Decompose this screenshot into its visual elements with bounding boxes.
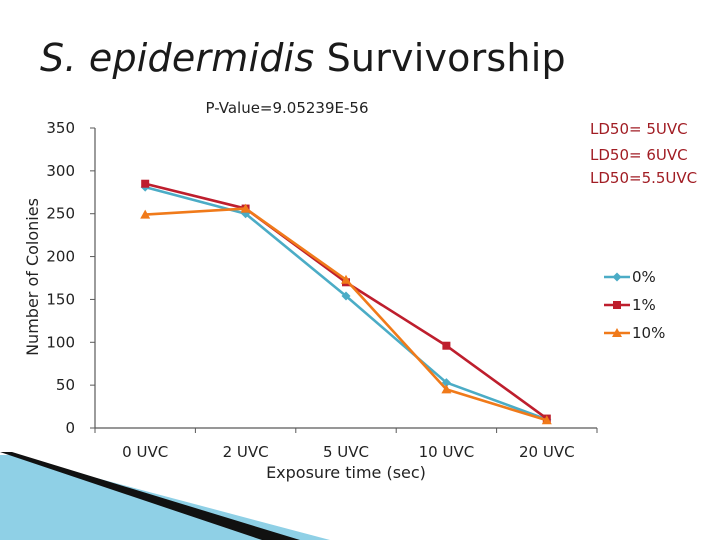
x-tick-label: 5 UVC [323, 443, 369, 461]
legend: 0% 1% 10% [604, 268, 665, 342]
data-point [441, 378, 451, 388]
ld50-annotations: LD50= 5UVC LD50= 6UVC LD50=5.5UVC [590, 120, 697, 187]
x-tick-label: 20 UVC [519, 443, 575, 461]
y-tick-label: 300 [46, 162, 75, 180]
legend-marker [612, 328, 622, 337]
series-10pct [140, 203, 552, 425]
data-point [341, 274, 351, 284]
axes [94, 128, 597, 429]
series-0pct [140, 182, 552, 424]
ld50-label: LD50= 5UVC [590, 120, 688, 138]
series-line [145, 207, 548, 422]
data-point [541, 415, 552, 425]
y-tick-label: 0 [65, 419, 75, 437]
x-ticks: 0 UVC 2 UVC 5 UVC 10 UVC 20 UVC [94, 428, 598, 461]
series-line [144, 182, 548, 420]
y-ticks: 0 50 100 150 200 250 300 350 [46, 119, 95, 437]
series-1pct [141, 179, 551, 423]
slide-title: S. epidermidis Survivorship [40, 36, 566, 80]
series-line [144, 185, 548, 421]
data-point [441, 384, 452, 394]
legend-label: 0% [632, 268, 656, 286]
y-axis-label: Number of Colonies [23, 198, 42, 356]
data-point [341, 291, 351, 301]
y-tick-label: 150 [46, 290, 75, 308]
corner-decoration-dark [0, 452, 300, 540]
legend-marker [613, 301, 621, 309]
ld50-label: LD50= 6UVC [590, 146, 688, 164]
ld50-label: LD50=5.5UVC [590, 169, 697, 187]
y-tick-label: 350 [46, 119, 75, 137]
x-tick-label: 2 UVC [223, 443, 269, 461]
title-species: S. epidermidis [40, 36, 315, 80]
legend-label: 10% [632, 324, 665, 342]
y-tick-label: 250 [46, 205, 75, 223]
data-point [240, 203, 251, 213]
x-tick-label: 10 UVC [419, 443, 475, 461]
x-axis-label: Exposure time (sec) [266, 463, 426, 482]
data-point [442, 341, 451, 350]
legend-label: 1% [632, 296, 656, 314]
chart-title: P-Value=9.05239E-56 [205, 99, 368, 117]
x-tick-label: 0 UVC [122, 443, 168, 461]
legend-marker [612, 272, 622, 282]
y-tick-label: 50 [56, 376, 75, 394]
data-point [140, 209, 151, 219]
y-tick-label: 100 [46, 333, 75, 351]
series-group [140, 179, 552, 425]
y-tick-label: 200 [46, 248, 75, 266]
data-point [141, 179, 150, 188]
title-rest: Survivorship [314, 36, 566, 80]
